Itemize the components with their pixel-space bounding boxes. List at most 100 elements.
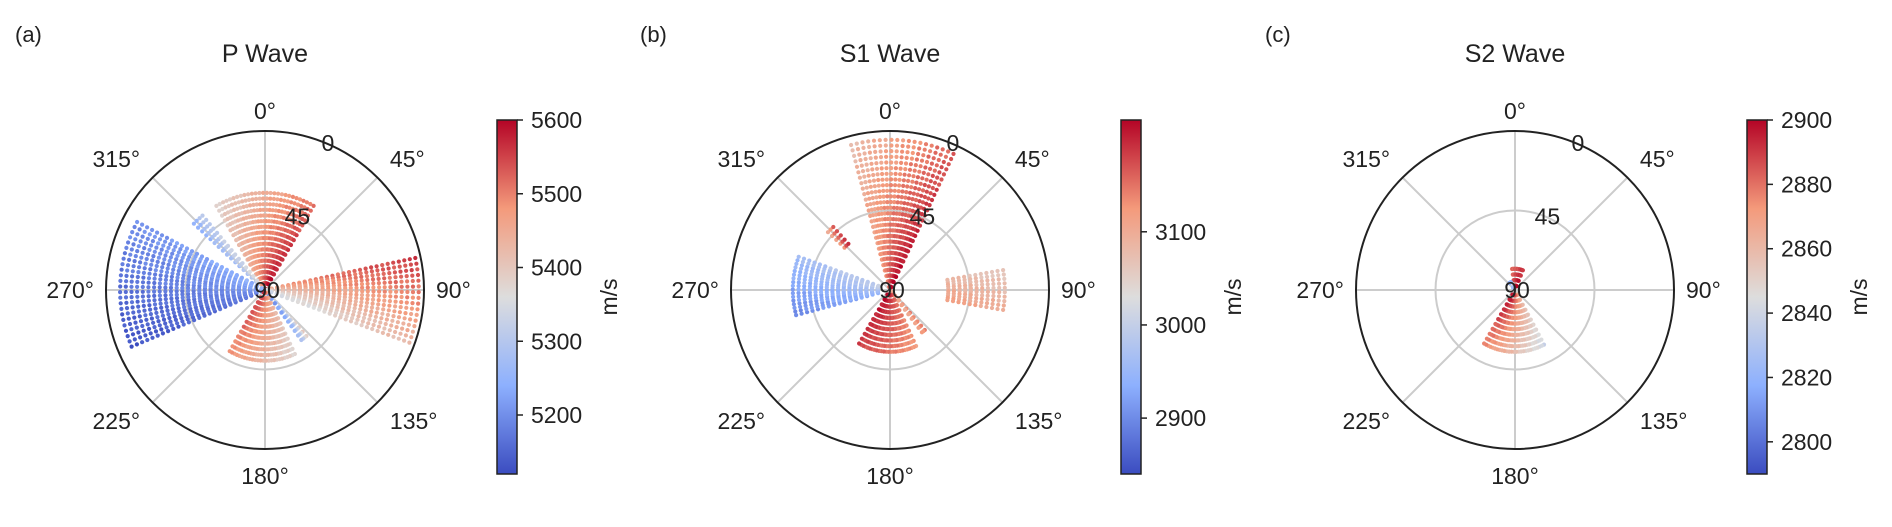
- data-point: [376, 276, 381, 281]
- data-point: [910, 197, 915, 202]
- data-point: [928, 191, 933, 196]
- data-point: [279, 310, 284, 315]
- data-point: [793, 265, 798, 270]
- data-point: [919, 158, 925, 163]
- data-point: [127, 321, 133, 327]
- data-point: [878, 155, 884, 160]
- data-point: [149, 262, 154, 267]
- data-point: [882, 211, 887, 216]
- data-point: [253, 191, 258, 196]
- data-point: [878, 200, 883, 205]
- data-point: [393, 275, 398, 280]
- data-point: [280, 257, 285, 262]
- data-point: [980, 286, 985, 291]
- data-point: [277, 262, 282, 267]
- data-point: [300, 223, 305, 228]
- data-point: [405, 279, 410, 284]
- data-point: [364, 325, 369, 330]
- data-point: [871, 201, 877, 206]
- data-point: [906, 196, 912, 201]
- data-point: [207, 222, 212, 227]
- angular-tick-label: 90°: [1686, 277, 1721, 303]
- data-point: [792, 305, 797, 310]
- data-point: [852, 153, 857, 158]
- data-point: [794, 313, 799, 318]
- colorbar: [496, 119, 518, 475]
- data-point: [355, 317, 360, 322]
- data-point: [973, 302, 978, 308]
- data-point: [911, 174, 916, 179]
- radial-tick-label: 0: [321, 130, 334, 156]
- data-point: [408, 317, 413, 322]
- data-point: [359, 282, 365, 287]
- data-point: [919, 193, 924, 198]
- data-point: [940, 147, 945, 152]
- data-point: [968, 286, 974, 291]
- data-point: [130, 305, 135, 310]
- data-point: [174, 289, 179, 294]
- data-point: [147, 247, 152, 252]
- data-point: [1002, 276, 1007, 281]
- data-point: [150, 239, 155, 244]
- data-point: [403, 333, 408, 338]
- data-point: [167, 258, 172, 264]
- data-point: [135, 299, 140, 304]
- data-point: [985, 289, 991, 294]
- data-point: [160, 331, 165, 336]
- data-point: [891, 279, 896, 285]
- data-point: [996, 281, 1002, 286]
- data-point: [254, 283, 259, 288]
- data-point: [249, 191, 254, 196]
- data-point: [385, 261, 390, 266]
- data-point: [904, 155, 909, 160]
- data-point: [159, 327, 164, 332]
- angular-tick-label: 45°: [1640, 146, 1675, 172]
- data-point: [1496, 317, 1501, 322]
- data-point: [888, 194, 894, 199]
- data-point: [399, 294, 404, 300]
- data-point: [364, 274, 369, 279]
- data-point: [123, 284, 128, 289]
- data-point: [392, 270, 397, 275]
- data-point: [136, 244, 141, 249]
- data-point: [899, 160, 904, 165]
- data-point: [146, 276, 152, 281]
- data-point: [384, 317, 389, 322]
- data-point: [121, 317, 126, 322]
- data-point: [868, 321, 873, 327]
- data-point: [133, 254, 138, 259]
- data-point: [968, 289, 974, 294]
- data-point: [896, 189, 901, 194]
- data-point: [285, 199, 290, 204]
- data-point: [396, 259, 401, 264]
- data-point: [118, 284, 123, 289]
- data-point: [913, 197, 919, 203]
- data-point: [168, 255, 173, 260]
- data-point: [295, 333, 301, 338]
- data-point: [369, 269, 374, 274]
- data-point: [799, 263, 805, 268]
- data-point: [163, 239, 168, 244]
- data-point: [360, 289, 365, 294]
- data-point: [884, 160, 889, 165]
- data-point: [873, 155, 878, 160]
- data-point: [132, 224, 137, 230]
- data-point: [160, 313, 165, 318]
- data-point: [363, 266, 368, 271]
- data-point: [800, 259, 806, 265]
- data-point: [906, 178, 911, 183]
- data-point: [398, 269, 403, 274]
- data-point: [376, 302, 381, 307]
- data-point: [180, 298, 186, 303]
- data-point: [141, 299, 146, 304]
- colorbar-tick-label: 5400: [531, 255, 582, 281]
- data-point: [360, 319, 365, 324]
- data-point: [164, 300, 169, 306]
- data-point: [798, 304, 803, 309]
- data-point: [222, 239, 227, 244]
- data-point: [876, 183, 881, 188]
- angular-tick-label: 45°: [1015, 146, 1050, 172]
- data-point: [278, 197, 283, 202]
- data-point: [154, 245, 159, 250]
- data-point: [174, 296, 180, 301]
